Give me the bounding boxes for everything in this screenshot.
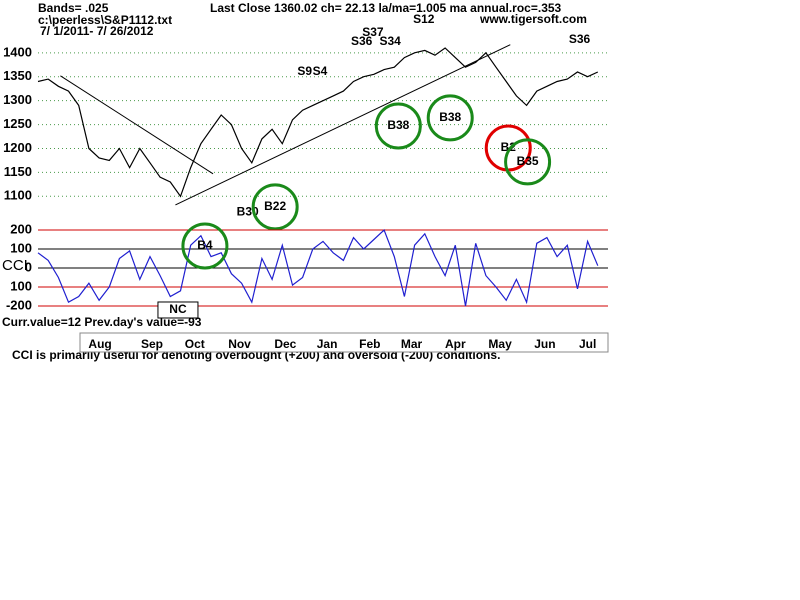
- y-tick-label: 1350: [3, 68, 32, 83]
- trendline: [175, 44, 511, 206]
- series-line: [37, 228, 599, 307]
- y-tick-label: 100: [10, 240, 32, 255]
- y-tick-label: 1100: [4, 188, 32, 203]
- stats: Last Close 1360.02 ch= 22.13 la/ma=1.005…: [210, 1, 562, 15]
- x-tick-label: Nov: [228, 337, 251, 351]
- y-tick-label: 0: [25, 259, 32, 274]
- bands: Bands= .025: [38, 1, 109, 15]
- site: www.tigersoft.com: [479, 12, 587, 26]
- signal-label: B4: [197, 238, 213, 252]
- x-tick-label: Jul: [579, 337, 596, 351]
- date-range: 7/ 1/2011- 7/ 26/2012: [40, 24, 154, 38]
- y-tick-label: 1200: [3, 140, 32, 155]
- signal-label: S36: [351, 34, 373, 48]
- signal-label: B38: [439, 110, 461, 124]
- signal-circle: [251, 183, 299, 231]
- x-tick-label: Feb: [359, 337, 380, 351]
- x-tick-label: Oct: [185, 337, 205, 351]
- trendline: [60, 75, 214, 175]
- signal-circle: [426, 94, 474, 142]
- current-value: Curr.value=12 Prev.day's value=-93: [2, 315, 202, 329]
- signal-label: S36: [569, 32, 591, 46]
- x-tick-label: Aug: [88, 337, 111, 351]
- x-tick-label: May: [488, 337, 512, 351]
- x-tick-label: Jan: [317, 337, 338, 351]
- signal-circle: [181, 222, 229, 270]
- x-tick-label: Dec: [274, 337, 296, 351]
- file: c:\peerless\S&P1112.txt: [38, 13, 172, 27]
- cci-label: CCI: [2, 257, 28, 274]
- signal-circle: [504, 138, 552, 186]
- signal-label: S4: [313, 64, 328, 78]
- y-tick-label: 1150: [4, 164, 32, 179]
- y-tick-label: 1300: [3, 92, 32, 107]
- y-tick-label: 1250: [3, 116, 32, 131]
- y-tick-label: 200: [10, 221, 32, 236]
- y-tick-label: 1400: [3, 44, 32, 59]
- signal-circle: [374, 102, 422, 150]
- signal-label: S9: [297, 64, 312, 78]
- signal-label: B2: [501, 140, 517, 154]
- signal-label: B22: [264, 199, 286, 213]
- x-tick-label: Jun: [534, 337, 555, 351]
- month-strip: [79, 332, 609, 353]
- signal-label: S12: [413, 12, 435, 26]
- y-tick-label: 100: [10, 278, 32, 293]
- signal-label: B38: [387, 118, 409, 132]
- signal-label: S34: [379, 34, 401, 48]
- x-tick-label: Mar: [401, 337, 423, 351]
- x-tick-label: Apr: [445, 337, 466, 351]
- y-tick-label: -200: [6, 297, 32, 312]
- signal-label: NC: [169, 302, 187, 316]
- signal-label: S37: [362, 25, 384, 39]
- signal-box: [157, 301, 199, 319]
- series-line: [37, 47, 599, 198]
- x-tick-label: Sep: [141, 337, 163, 351]
- signal-label: B35: [517, 154, 539, 168]
